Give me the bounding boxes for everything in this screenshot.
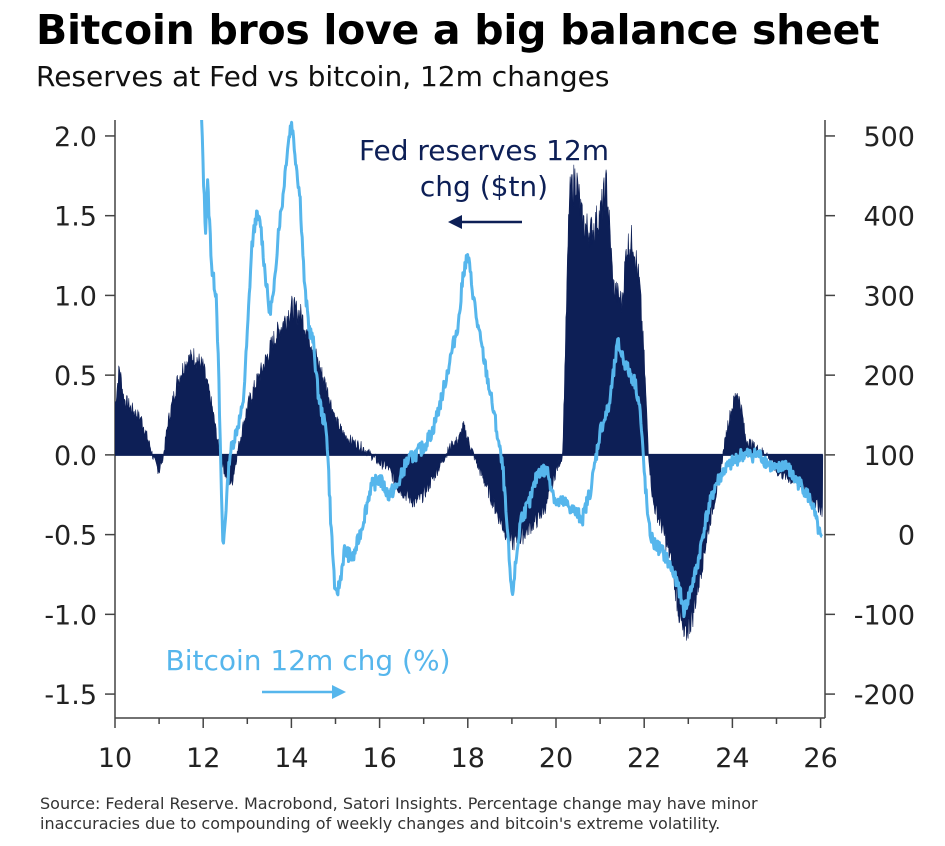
chart-title: Bitcoin bros love a big balance sheet xyxy=(36,6,880,54)
fed-annotation-line2: chg ($tn) xyxy=(420,170,548,203)
chart-canvas: 2.01.51.00.50.0-0.5-1.0-1.55004003002001… xyxy=(44,120,915,774)
chart-subtitle: Reserves at Fed vs bitcoin, 12m changes xyxy=(36,60,610,93)
x-axis-tick-label: 22 xyxy=(627,743,661,774)
right-axis-tick-label: -100 xyxy=(854,600,915,631)
x-axis-tick-label: 20 xyxy=(539,743,573,774)
x-axis-tick-label: 24 xyxy=(715,743,749,774)
bitcoin-annotation: Bitcoin 12m chg (%) xyxy=(166,644,451,677)
bitcoin-series-line xyxy=(200,120,823,619)
left-axis-tick-label: 1.5 xyxy=(54,202,97,233)
fed-arrow-head xyxy=(448,215,462,229)
x-axis-tick-label: 18 xyxy=(451,743,485,774)
fed-reserves-series-area xyxy=(115,164,824,641)
fed-annotation-line1: Fed reserves 12m xyxy=(359,134,609,167)
right-axis-tick-label: -200 xyxy=(854,680,915,711)
left-axis-tick-label: 2.0 xyxy=(54,122,97,153)
fed-reserves-area xyxy=(115,164,824,641)
source-note: Source: Federal Reserve. Macrobond, Sato… xyxy=(40,794,910,834)
x-axis-tick-label: 12 xyxy=(186,743,220,774)
right-axis-tick-label: 400 xyxy=(863,202,915,233)
right-axis-tick-label: 500 xyxy=(863,122,915,153)
right-axis-tick-label: 300 xyxy=(863,281,915,312)
x-axis-tick-label: 14 xyxy=(274,743,308,774)
left-axis-tick-label: -0.5 xyxy=(44,521,97,552)
source-line-2: inaccuracies due to compounding of weekl… xyxy=(40,814,721,833)
left-axis-tick-label: 1.0 xyxy=(54,281,97,312)
right-axis-tick-label: 100 xyxy=(863,441,915,472)
x-axis-tick-label: 16 xyxy=(362,743,396,774)
x-axis-tick-label: 10 xyxy=(98,743,132,774)
left-axis-tick-label: 0.0 xyxy=(54,441,97,472)
left-axis-tick-label: 0.5 xyxy=(54,361,97,392)
right-axis-tick-label: 0 xyxy=(898,521,915,552)
bitcoin-arrow-head xyxy=(332,685,346,699)
right-axis-tick-label: 200 xyxy=(863,361,915,392)
source-line-1: Source: Federal Reserve. Macrobond, Sato… xyxy=(40,794,758,813)
left-axis-tick-label: -1.0 xyxy=(44,600,97,631)
x-axis-tick-label: 26 xyxy=(803,743,837,774)
bitcoin-line-group xyxy=(200,120,823,619)
left-axis-tick-label: -1.5 xyxy=(44,680,97,711)
